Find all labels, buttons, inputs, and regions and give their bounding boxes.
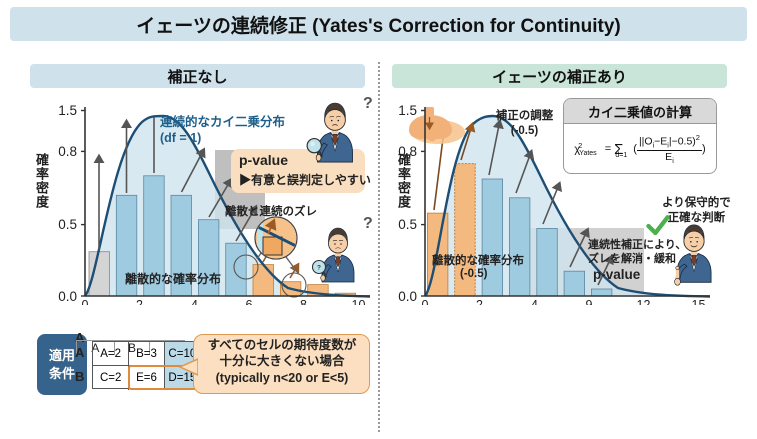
svg-text:10: 10	[352, 298, 366, 305]
svg-text:2: 2	[136, 298, 143, 305]
svg-text:12: 12	[637, 298, 651, 305]
svg-text:1.5: 1.5	[398, 103, 417, 118]
svg-text:0: 0	[82, 298, 89, 305]
svg-text:9: 9	[586, 298, 593, 305]
svg-text:0.5: 0.5	[58, 217, 77, 232]
svg-text:6: 6	[246, 298, 253, 305]
svg-text:0.5: 0.5	[398, 217, 417, 232]
svg-text:15: 15	[692, 298, 706, 305]
svg-text:0: 0	[422, 298, 429, 305]
svg-text:8: 8	[300, 298, 307, 305]
svg-text:2: 2	[476, 298, 483, 305]
svg-text:0.0: 0.0	[398, 289, 417, 304]
svg-text:4: 4	[531, 298, 538, 305]
svg-text:1.5: 1.5	[58, 103, 77, 118]
svg-text:0.8: 0.8	[58, 144, 77, 159]
svg-text:0.0: 0.0	[58, 289, 77, 304]
svg-text:4: 4	[191, 298, 198, 305]
